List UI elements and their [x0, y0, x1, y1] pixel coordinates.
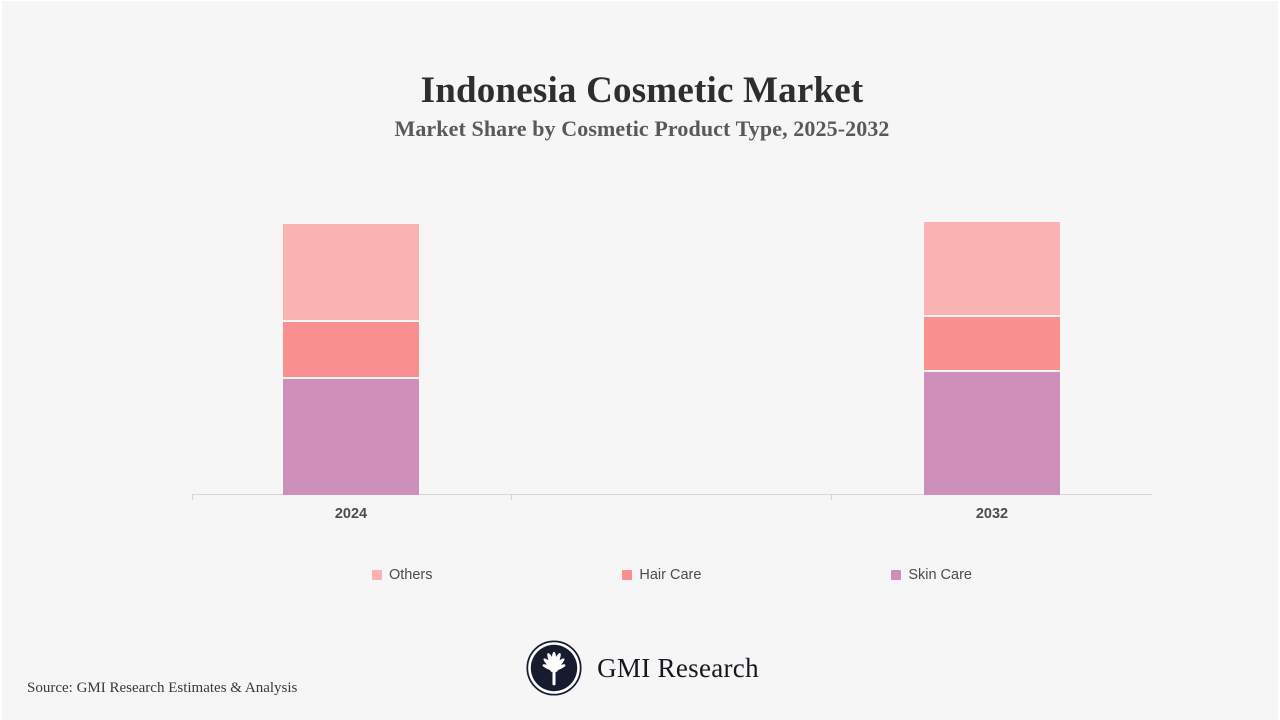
plot-area: 2024 2032 — [192, 161, 1152, 522]
bar-stack-2024[interactable] — [283, 224, 419, 495]
bar-segment-others-2032[interactable] — [924, 222, 1060, 317]
x-axis-line — [192, 494, 1152, 495]
x-axis-label-2024: 2024 — [334, 506, 368, 522]
brand-name: GMI Research — [597, 652, 759, 683]
legend-label-skin-care: Skin Care — [908, 567, 972, 583]
legend-swatch-hair-care-icon — [622, 570, 633, 580]
bar-segment-others-2024[interactable] — [283, 224, 419, 322]
legend-swatch-others-icon — [372, 570, 382, 580]
chart-subtitle: Market Share by Cosmetic Product Type, 2… — [394, 116, 890, 141]
x-axis-label-2032: 2032 — [975, 506, 1009, 522]
brand-block: GMI Research — [2, 639, 1280, 697]
bar-stack-2032[interactable] — [924, 222, 1060, 495]
legend-item-hair-care[interactable]: Hair Care — [622, 567, 701, 583]
bar-segment-skin-care-2032[interactable] — [924, 372, 1060, 495]
chart-title: Indonesia Cosmetic Market — [420, 70, 864, 111]
bar-segment-hair-care-2024[interactable] — [283, 322, 419, 379]
legend-label-others: Others — [389, 567, 433, 583]
legend-item-skin-care[interactable]: Skin Care — [891, 567, 972, 583]
axis-tick-left — [192, 494, 193, 500]
chart-legend: Others Hair Care Skin Care — [192, 567, 1152, 583]
axis-tick-mid — [511, 494, 512, 500]
source-note: Source: GMI Research Estimates & Analysi… — [27, 680, 298, 696]
legend-swatch-skin-care-icon — [891, 570, 902, 580]
legend-item-others[interactable]: Others — [372, 567, 433, 583]
legend-label-hair-care: Hair Care — [639, 567, 702, 583]
bar-segment-hair-care-2032[interactable] — [924, 317, 1060, 372]
bar-segment-skin-care-2024[interactable] — [283, 379, 419, 495]
axis-tick-right — [831, 494, 832, 500]
gmi-fan-logo-icon — [526, 640, 582, 696]
